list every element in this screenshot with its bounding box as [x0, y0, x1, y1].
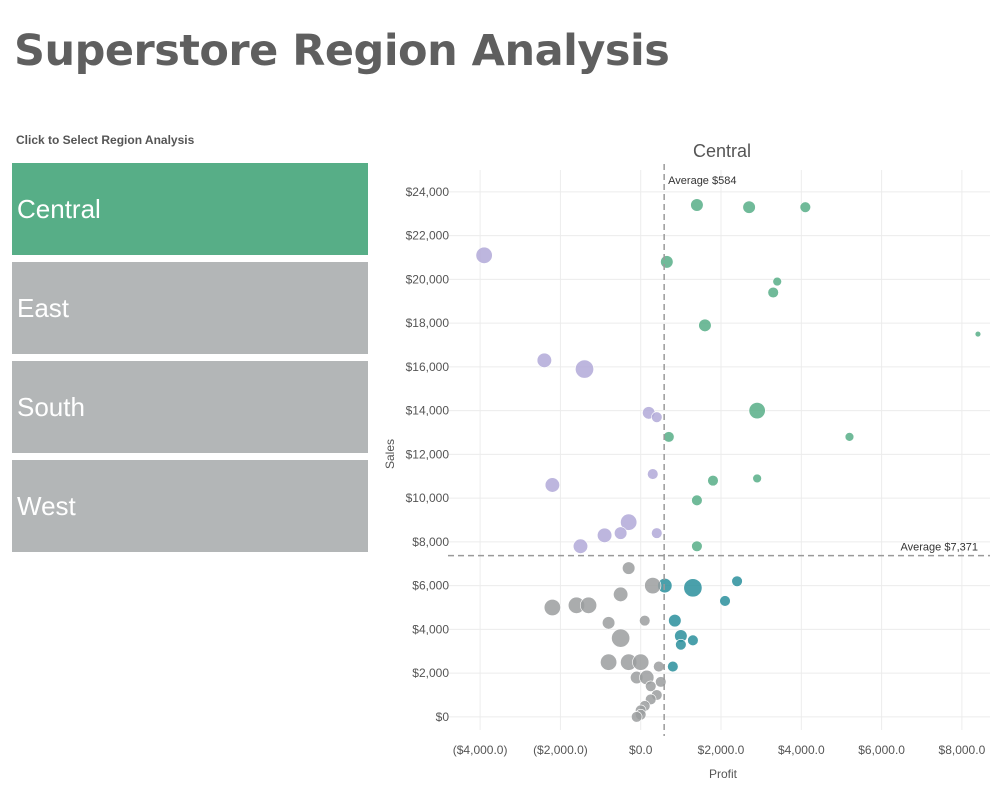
- sales-average-label: Average $7,371: [901, 542, 978, 554]
- data-point[interactable]: [668, 614, 682, 628]
- data-point[interactable]: [651, 411, 663, 423]
- data-point[interactable]: [675, 639, 687, 651]
- data-point[interactable]: [742, 200, 756, 214]
- region-button-label: Central: [17, 193, 101, 224]
- region-selector-label: Click to Select Region Analysis: [16, 133, 195, 147]
- chart-grid: [448, 170, 990, 730]
- profit-average-label: Average $584: [668, 175, 736, 187]
- data-point[interactable]: [575, 359, 594, 379]
- y-tick-label: $12,000: [406, 447, 450, 461]
- data-point[interactable]: [543, 598, 561, 616]
- data-point[interactable]: [580, 596, 598, 614]
- region-selector: Central East South West: [12, 163, 368, 559]
- data-point[interactable]: [683, 578, 703, 598]
- y-tick-label: $0: [436, 710, 450, 724]
- data-point[interactable]: [614, 526, 628, 540]
- x-tick-label: $8,000.0: [939, 743, 986, 757]
- data-point[interactable]: [631, 711, 643, 723]
- data-point[interactable]: [644, 577, 662, 595]
- region-button-east[interactable]: East: [12, 262, 368, 354]
- x-tick-label: $6,000.0: [858, 743, 905, 757]
- data-point[interactable]: [653, 660, 665, 673]
- y-tick-label: $4,000: [412, 622, 449, 636]
- y-tick-label: $22,000: [406, 229, 450, 243]
- data-point[interactable]: [544, 477, 560, 493]
- data-point[interactable]: [572, 538, 589, 554]
- y-tick-label: $24,000: [406, 185, 450, 199]
- data-point[interactable]: [667, 660, 679, 673]
- data-point[interactable]: [767, 286, 779, 299]
- chart-title: Central: [693, 141, 751, 161]
- x-tick-label: ($2,000.0): [533, 743, 588, 757]
- x-tick-label: $0.0: [629, 743, 653, 757]
- data-point[interactable]: [748, 402, 766, 420]
- data-point[interactable]: [645, 680, 657, 692]
- data-point[interactable]: [719, 595, 731, 607]
- y-tick-label: $18,000: [406, 316, 450, 330]
- data-point[interactable]: [974, 330, 982, 338]
- data-point[interactable]: [707, 474, 719, 487]
- data-point[interactable]: [844, 432, 855, 442]
- y-tick-label: $16,000: [406, 360, 450, 374]
- region-button-label: East: [17, 292, 70, 323]
- region-button-central[interactable]: Central: [12, 163, 368, 255]
- data-point[interactable]: [799, 201, 811, 213]
- data-point[interactable]: [632, 653, 650, 671]
- data-point[interactable]: [690, 198, 704, 212]
- y-tick-label: $14,000: [406, 404, 450, 418]
- region-button-west[interactable]: West: [12, 460, 368, 552]
- page-title: Superstore Region Analysis: [14, 26, 670, 76]
- data-point[interactable]: [601, 616, 616, 630]
- data-point[interactable]: [597, 527, 613, 543]
- data-point[interactable]: [687, 634, 699, 646]
- y-tick-label: $6,000: [412, 579, 449, 593]
- data-point[interactable]: [639, 614, 651, 627]
- data-point[interactable]: [691, 494, 703, 506]
- x-tick-label: $4,000.0: [778, 743, 825, 757]
- y-tick-label: $8,000: [412, 535, 449, 549]
- data-point[interactable]: [622, 561, 636, 575]
- x-axis-ticks: ($4,000.0) ($2,000.0) $0.0 $2,000.0 $4,000.0…: [453, 743, 986, 757]
- y-tick-label: $10,000: [406, 491, 450, 505]
- data-point[interactable]: [647, 468, 659, 480]
- data-point[interactable]: [660, 255, 674, 269]
- reference-lines: Average $584 Average $7,371: [448, 164, 990, 736]
- data-point[interactable]: [611, 628, 631, 648]
- region-button-south[interactable]: South: [12, 361, 368, 453]
- data-point[interactable]: [772, 276, 782, 287]
- scatter-chart: Central Average $584 Average $7,371 $0 $2,…: [383, 141, 990, 781]
- data-point[interactable]: [663, 431, 675, 443]
- x-tick-label: $2,000.0: [698, 743, 745, 757]
- data-point[interactable]: [752, 473, 762, 484]
- y-axis-ticks: $0 $2,000 $4,000 $6,000 $8,000 $10,000 $12,000…: [406, 185, 450, 724]
- region-button-label: West: [17, 490, 76, 521]
- x-tick-label: ($4,000.0): [453, 743, 508, 757]
- y-tick-label: $2,000: [412, 666, 449, 680]
- y-axis-label: Sales: [383, 439, 397, 469]
- chart-points: [475, 198, 982, 723]
- data-point[interactable]: [691, 540, 703, 552]
- x-axis-label: Profit: [709, 767, 738, 781]
- data-point[interactable]: [698, 318, 712, 332]
- y-tick-label: $20,000: [406, 272, 450, 286]
- data-point[interactable]: [651, 527, 663, 539]
- data-point[interactable]: [731, 575, 743, 587]
- data-point[interactable]: [600, 653, 618, 671]
- data-point[interactable]: [536, 352, 552, 368]
- data-point[interactable]: [620, 513, 638, 531]
- data-point[interactable]: [475, 246, 493, 264]
- data-point[interactable]: [613, 586, 629, 602]
- region-button-label: South: [17, 391, 85, 422]
